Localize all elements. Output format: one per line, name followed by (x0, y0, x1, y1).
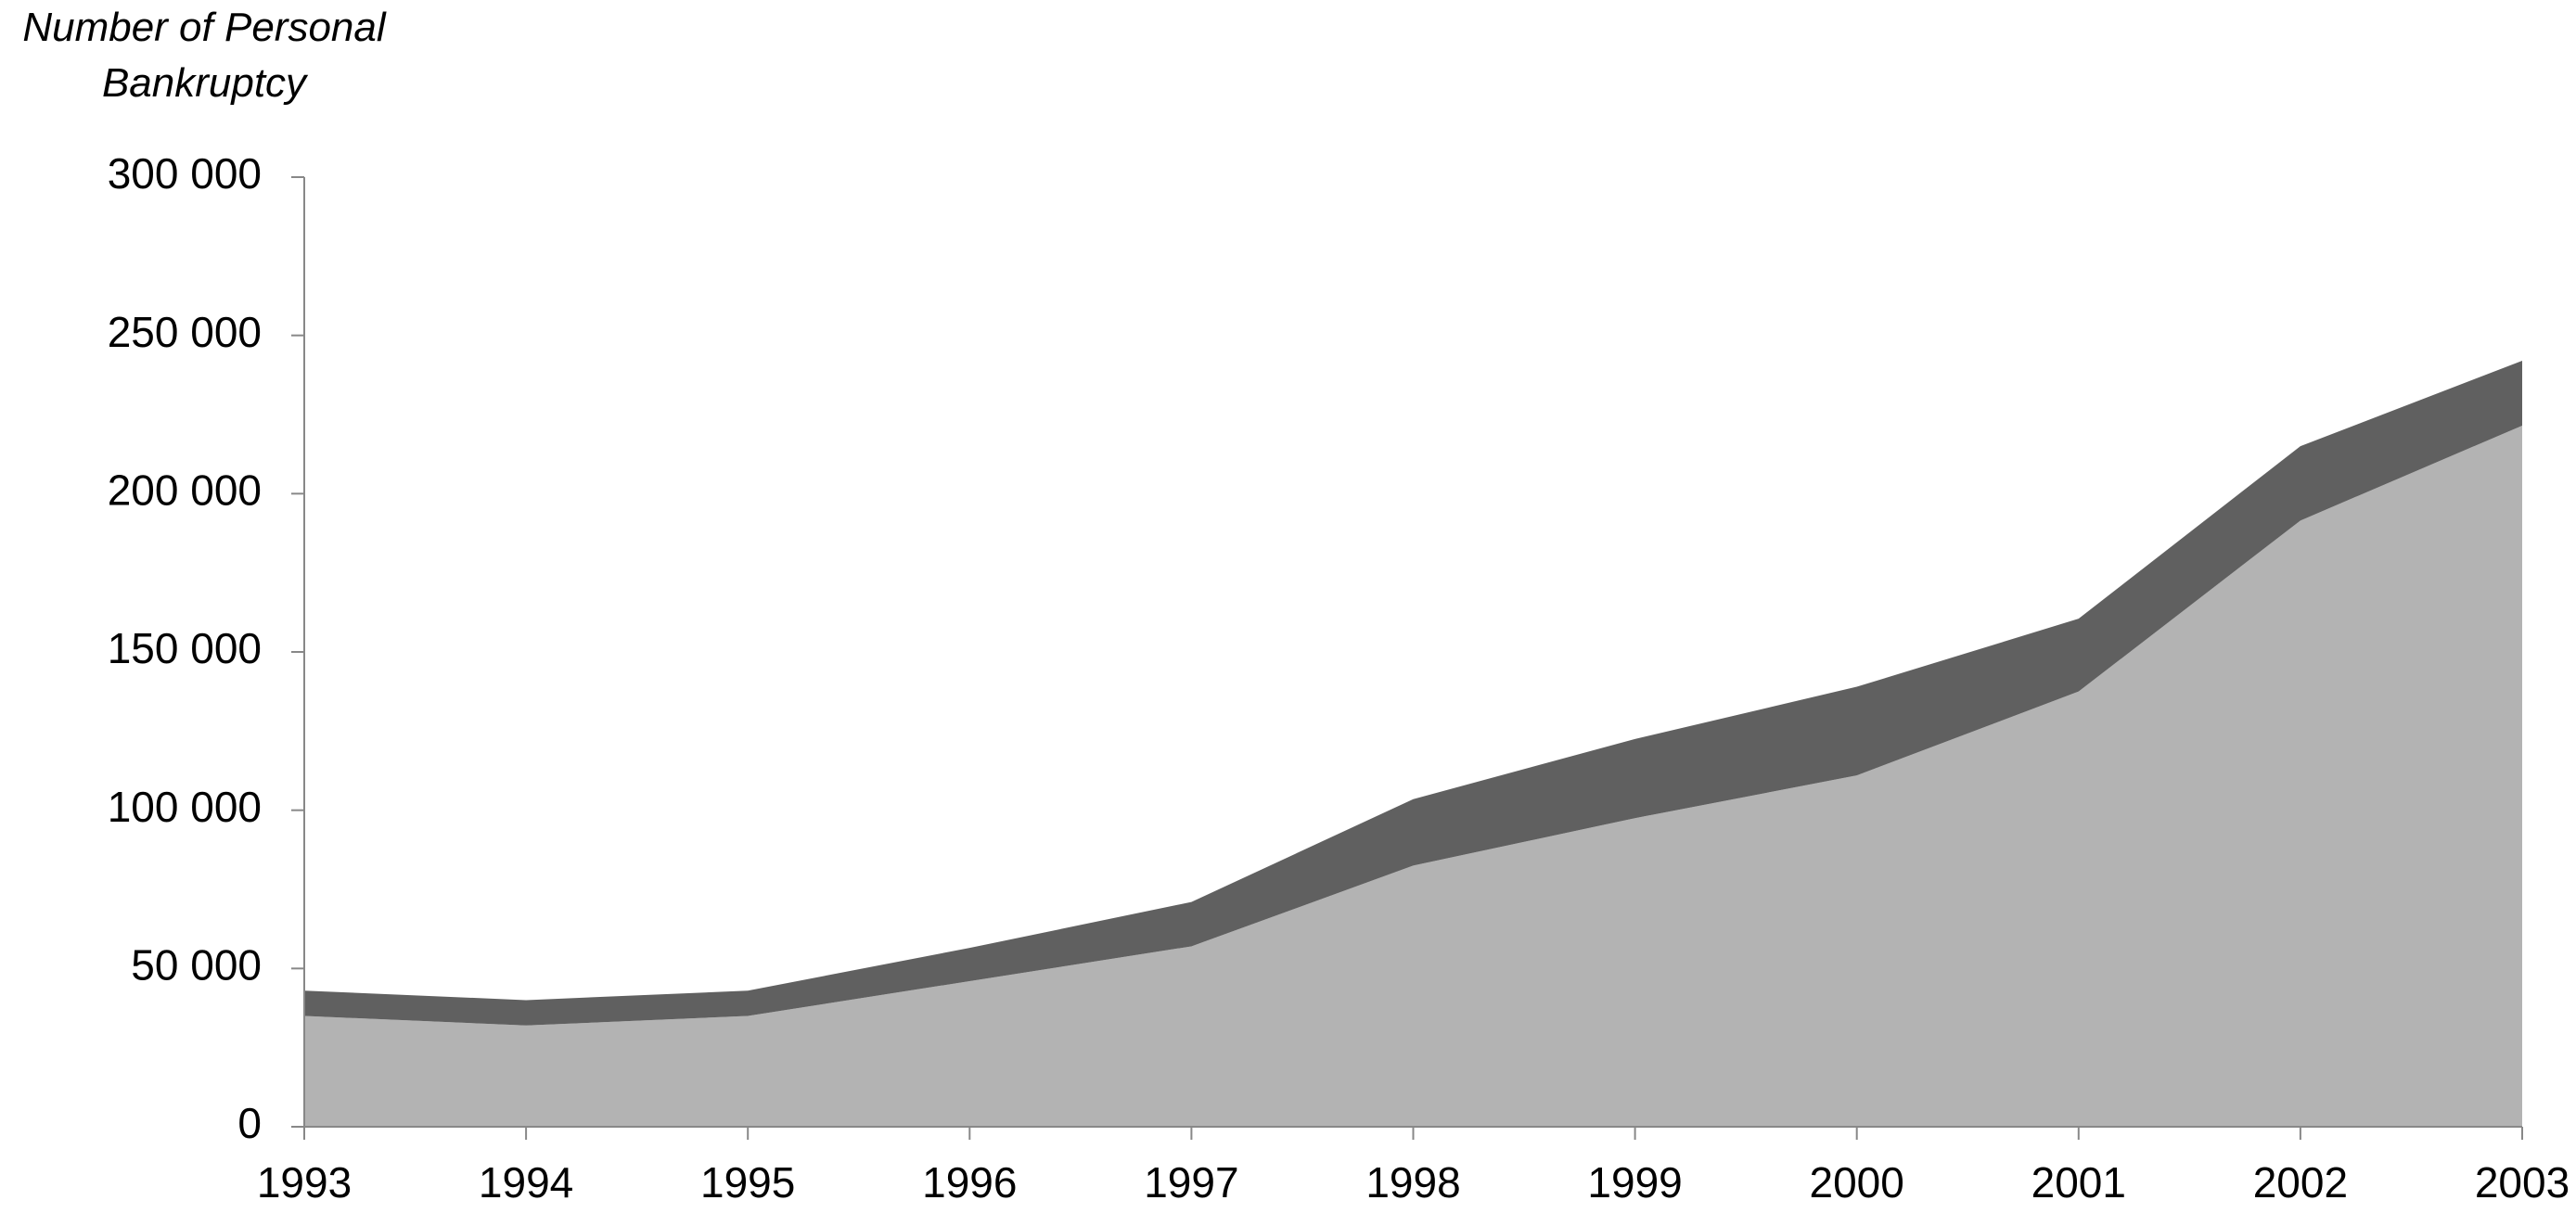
x-tick-label: 1998 (1365, 1158, 1460, 1207)
area (304, 425, 2522, 1127)
x-tick-label: 2003 (2475, 1158, 2570, 1207)
y-tick-label: 0 (237, 1099, 262, 1147)
x-tick-label: 2002 (2253, 1158, 2348, 1207)
y-tick-label: 100 000 (108, 783, 262, 831)
x-tick-label: 1996 (922, 1158, 1017, 1207)
y-tick-label: 300 000 (108, 149, 262, 198)
x-tick-label: 2000 (1810, 1158, 1904, 1207)
x-tick-label: 1994 (479, 1158, 573, 1207)
chart-title: Number of Personal Bankruptcy (22, 5, 386, 106)
x-tick-label: 1999 (1587, 1158, 1682, 1207)
y-tick-label: 250 000 (108, 308, 262, 356)
y-tick-label: 50 000 (131, 940, 262, 989)
x-tick-label: 1993 (257, 1158, 352, 1207)
y-tick-label: 200 000 (108, 466, 262, 514)
x-tick-label: 1995 (700, 1158, 795, 1207)
x-tick-label: 2001 (2031, 1158, 2126, 1207)
x-tick-label: 1997 (1144, 1158, 1238, 1207)
y-tick-label: 150 000 (108, 624, 262, 672)
